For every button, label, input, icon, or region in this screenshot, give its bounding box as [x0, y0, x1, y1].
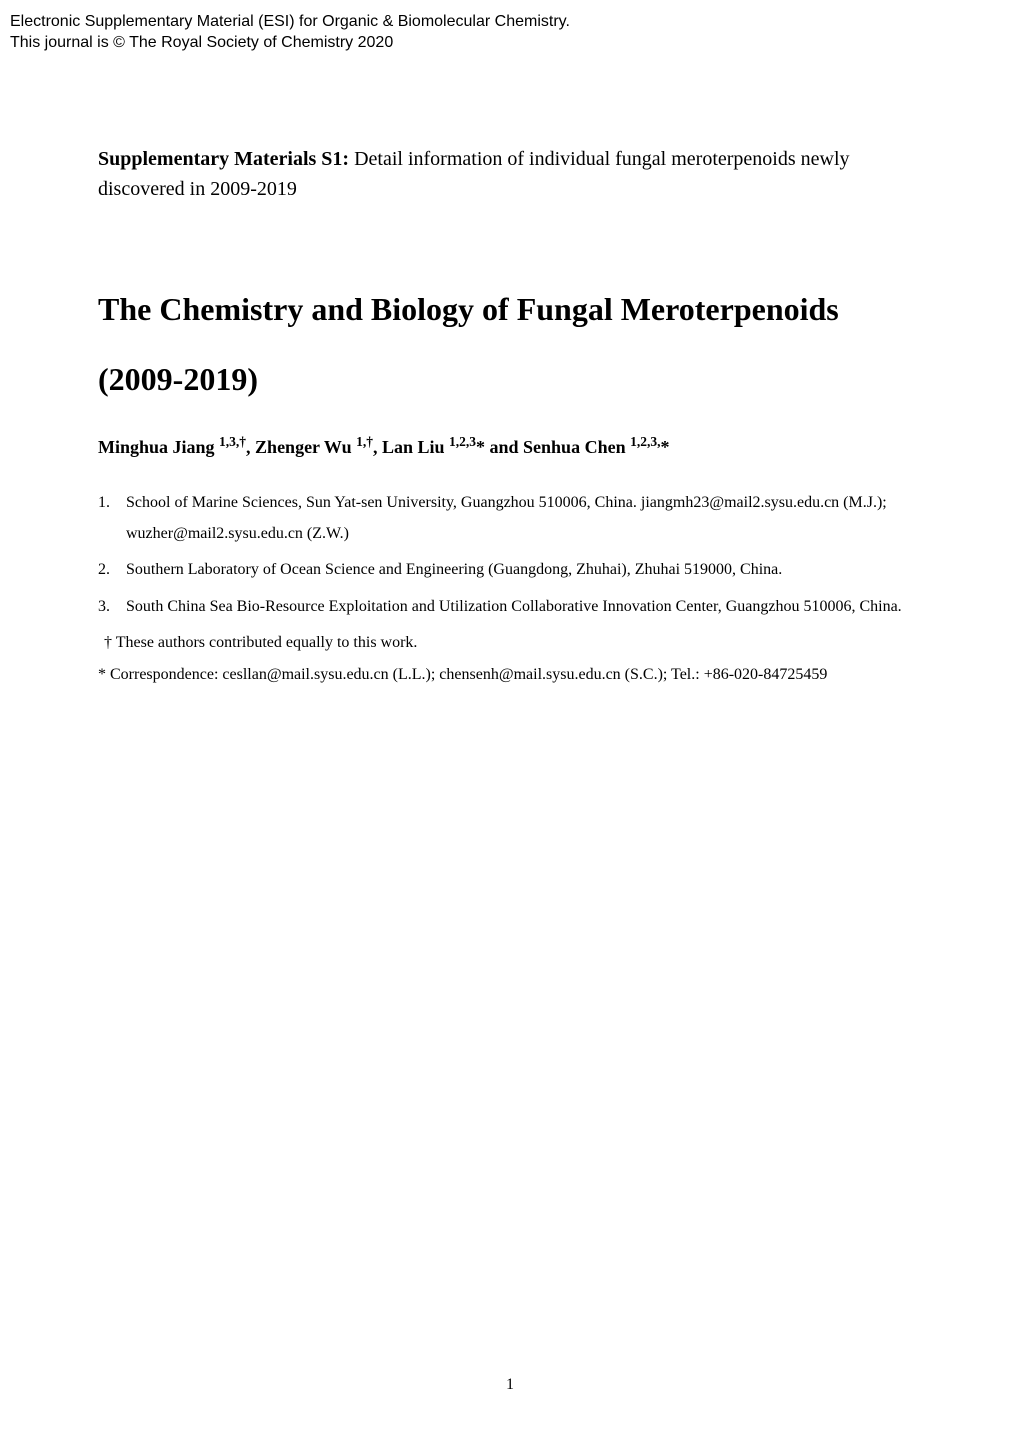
author-1-affil: 1,3,†	[219, 434, 246, 449]
author-sep-1: ,	[246, 437, 255, 457]
affiliation-text: South China Sea Bio-Resource Exploitatio…	[126, 592, 922, 622]
author-3-name: Lan Liu	[382, 437, 449, 457]
title-line-2: (2009-2019)	[98, 344, 922, 414]
affiliation-text: Southern Laboratory of Ocean Science and…	[126, 555, 922, 585]
author-1-name: Minghua Jiang	[98, 437, 219, 457]
author-list: Minghua Jiang 1,3,†, Zhenger Wu 1,†, Lan…	[98, 434, 922, 458]
author-4-affil: 1,2,3,	[630, 434, 660, 449]
author-2-affil: 1,†	[356, 434, 373, 449]
affiliation-number: 2.	[98, 555, 126, 585]
header-line-1: Electronic Supplementary Material (ESI) …	[10, 12, 1010, 33]
author-3-star: *	[476, 437, 485, 457]
author-2-name: Zhenger Wu	[255, 437, 356, 457]
affiliation-item: 1. School of Marine Sciences, Sun Yat-se…	[98, 488, 922, 549]
correspondence-note: * Correspondence: cesllan@mail.sysu.edu.…	[98, 660, 922, 690]
affiliation-number: 1.	[98, 488, 126, 549]
title-line-1: The Chemistry and Biology of Fungal Mero…	[98, 274, 922, 344]
author-sep-2: ,	[373, 437, 382, 457]
supplementary-heading: Supplementary Materials S1: Detail infor…	[98, 144, 922, 204]
equal-contribution-note: † These authors contributed equally to t…	[98, 628, 922, 658]
author-4-name: Senhua Chen	[523, 437, 630, 457]
affiliation-number: 3.	[98, 592, 126, 622]
affiliation-text: School of Marine Sciences, Sun Yat-sen U…	[126, 488, 922, 549]
affiliation-item: 3. South China Sea Bio-Resource Exploita…	[98, 592, 922, 622]
author-3-affil: 1,2,3	[449, 434, 476, 449]
author-4-star: *	[660, 437, 669, 457]
author-sep-3: and	[485, 437, 523, 457]
supplementary-label: Supplementary Materials S1:	[98, 148, 354, 170]
page-number: 1	[0, 1376, 1020, 1394]
article-title: The Chemistry and Biology of Fungal Mero…	[98, 274, 922, 415]
affiliation-list: 1. School of Marine Sciences, Sun Yat-se…	[98, 488, 922, 622]
header-line-2: This journal is © The Royal Society of C…	[10, 33, 1010, 54]
affiliation-item: 2. Southern Laboratory of Ocean Science …	[98, 555, 922, 585]
journal-header: Electronic Supplementary Material (ESI) …	[0, 0, 1020, 54]
page-content: Supplementary Materials S1: Detail infor…	[0, 54, 1020, 691]
